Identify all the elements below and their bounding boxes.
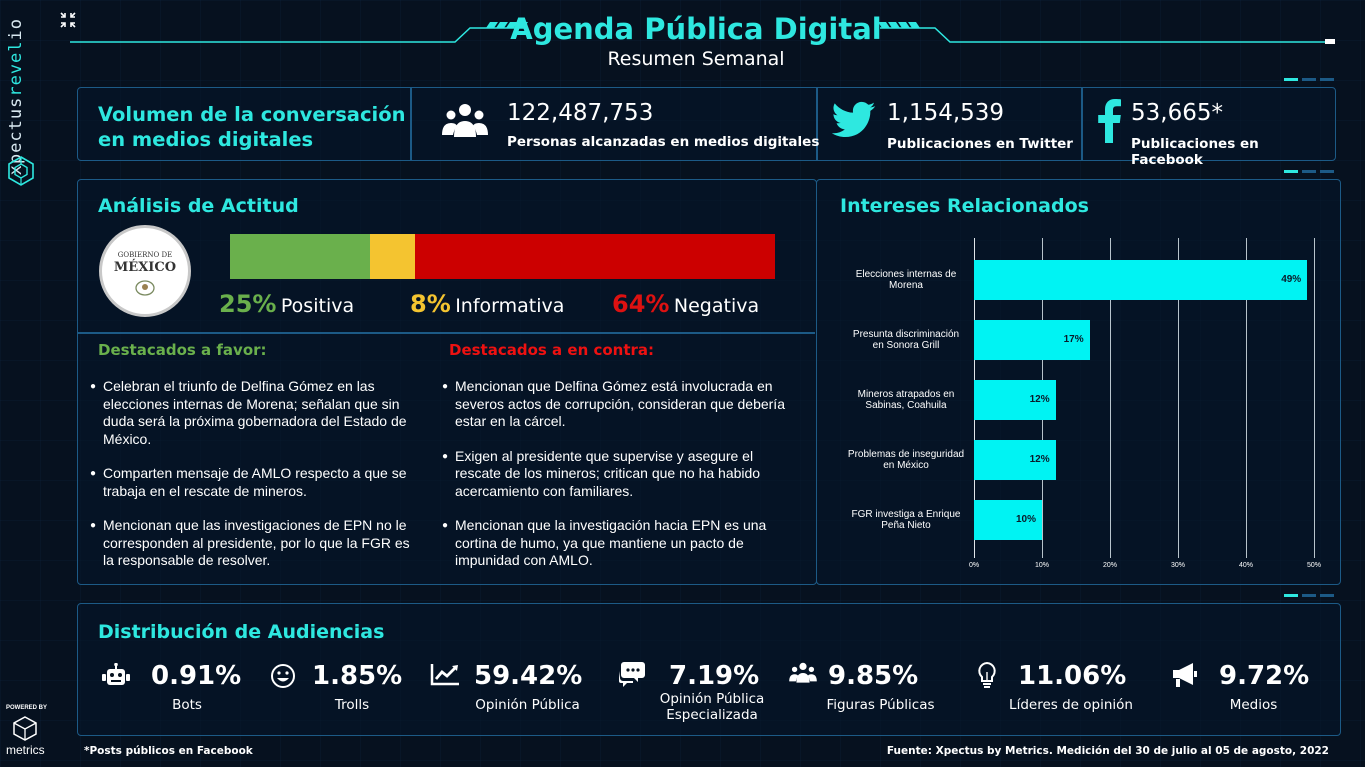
bar-value-label: 49%	[1281, 274, 1302, 285]
gridline	[1314, 238, 1315, 558]
contra-list: Mencionan que Delfina Gómez está involuc…	[442, 378, 787, 587]
tick-label: 20%	[1102, 562, 1118, 569]
audience-value: 9.85%	[828, 661, 919, 691]
megaphone-icon	[1173, 663, 1197, 687]
page-title: Agenda Pública Digital	[510, 12, 882, 46]
robot-icon	[102, 663, 130, 685]
favor-title: Destacados a favor:	[98, 341, 267, 359]
twitter-label: Publicaciones en Twitter	[887, 136, 1073, 152]
footer-note: *Posts públicos en Facebook	[84, 745, 253, 757]
audience-label: Opinión Pública Especializada	[659, 691, 765, 723]
audience-label: Trolls	[334, 697, 370, 713]
category-label: Presunta discriminación en Sonora Grill	[852, 329, 960, 351]
reach-label: Personas alcanzadas en medios digitales	[507, 134, 820, 150]
hexagon-cube-icon	[8, 156, 34, 186]
list-item: Mencionan que Delfina Gómez está involuc…	[442, 378, 787, 431]
gridline	[1178, 238, 1179, 558]
twitter-value: 1,154,539	[887, 100, 1005, 126]
audience-title: Distribución de Audiencias	[98, 621, 385, 643]
facebook-label: Publicaciones en Facebook	[1131, 136, 1259, 168]
audience-value: 59.42%	[474, 661, 583, 691]
interest-bar	[974, 500, 1042, 540]
sidebar: xpectusrevelio POWERED BY metrics	[0, 0, 56, 767]
metrics-cube-icon	[13, 716, 37, 741]
interests-bar-chart: 0% 10% 20% 30% 40% 50% 49% Elecciones internas …	[817, 180, 1342, 586]
twitter-bird-icon	[832, 101, 876, 138]
deco-dashes	[1284, 594, 1336, 597]
category-label: FGR investiga a Enrique Peña Nieto	[851, 509, 961, 531]
category-label: Mineros atrapados en Sabinas, Coahuila	[857, 389, 955, 411]
positive-stat: 25% Positiva	[219, 290, 355, 318]
volume-panel: Volumen de la conversación en medios dig…	[77, 87, 1336, 168]
audience-value: 7.19%	[669, 661, 760, 691]
lightbulb-icon	[978, 661, 996, 688]
smiley-face-icon	[271, 664, 295, 688]
category-label: Problemas de inseguridad en México	[847, 449, 965, 471]
bar-value-label: 12%	[1029, 394, 1050, 405]
list-item: Mencionan que las investigaciones de EPN…	[90, 517, 412, 570]
negative-stat: 64% Negativa	[612, 290, 760, 318]
deco-dashes	[1284, 78, 1336, 81]
list-item: Celebran el triunfo de Delfina Gómez en …	[90, 378, 412, 448]
bar-value-label: 10%	[1016, 514, 1037, 525]
tick-label: 50%	[1306, 562, 1322, 569]
interests-title: Intereses Relacionados	[840, 195, 1089, 217]
category-label: Elecciones internas de Morena	[855, 269, 957, 291]
interest-bar	[974, 260, 1308, 300]
people-group-icon	[789, 662, 817, 683]
audience-panel: Distribución de Audiencias 0.91% Bots 1.…	[77, 603, 1341, 736]
tick-label: 40%	[1238, 562, 1254, 569]
footer-source: Fuente: Xpectus by Metrics. Medición del…	[886, 745, 1329, 757]
attitude-panel: Análisis de Actitud GOBIERNO DE MÉXICO 2…	[77, 179, 817, 585]
facebook-value: 53,665*	[1131, 100, 1223, 126]
gridline	[1246, 238, 1247, 558]
interest-bar	[974, 440, 1056, 480]
positive-segment	[230, 234, 371, 279]
audience-label: Líderes de opinión	[1009, 697, 1133, 713]
audience-value: 1.85%	[312, 661, 403, 691]
volume-title: Volumen de la conversación en medios dig…	[98, 103, 406, 151]
deco-dashes	[1284, 170, 1336, 173]
powered-by-label: POWERED BY	[6, 705, 48, 711]
audience-value: 9.72%	[1219, 661, 1310, 691]
informative-segment	[370, 234, 416, 279]
header-frame	[70, 22, 1335, 44]
page-subtitle: Resumen Semanal	[607, 48, 785, 70]
audience-label: Opinión Pública	[475, 697, 580, 713]
gobierno-mexico-logo: GOBIERNO DE MÉXICO	[99, 225, 191, 317]
people-group-icon	[442, 104, 488, 137]
favor-list: Celebran el triunfo de Delfina Gómez en …	[90, 378, 412, 587]
chat-bubbles-icon	[619, 662, 645, 687]
interest-bar	[974, 380, 1056, 420]
audience-label: Figuras Públicas	[826, 697, 935, 713]
attitude-title: Análisis de Actitud	[98, 195, 299, 217]
informative-stat: 8% Informativa	[410, 290, 565, 318]
tick-label: 0%	[968, 562, 980, 569]
contra-title: Destacados a en contra:	[449, 341, 655, 359]
interest-bar	[974, 320, 1090, 360]
collapse-icon[interactable]	[60, 12, 76, 28]
divider	[78, 332, 815, 334]
reach-value: 122,487,753	[507, 100, 654, 126]
tick-label: 10%	[1034, 562, 1050, 569]
trend-chart-icon	[430, 664, 459, 686]
gridline	[1110, 238, 1111, 558]
audience-label: Medios	[1229, 697, 1278, 713]
facebook-f-icon	[1098, 99, 1121, 143]
list-item: Exigen al presidente que supervise y ase…	[442, 448, 787, 501]
interests-panel: Intereses Relacionados 0% 10% 20% 30% 40% 50%…	[816, 179, 1341, 585]
bar-value-label: 12%	[1029, 454, 1050, 465]
audience-label: Bots	[172, 697, 202, 713]
bar-value-label: 17%	[1063, 334, 1084, 345]
attitude-stacked-bar	[230, 234, 775, 279]
metrics-label: metrics	[6, 743, 45, 757]
eagle-emblem-icon	[135, 280, 155, 296]
audience-value: 11.06%	[1018, 661, 1127, 691]
tick-label: 30%	[1170, 562, 1186, 569]
list-item: Comparten mensaje de AMLO respecto a que…	[90, 465, 412, 500]
negative-segment	[415, 234, 775, 279]
audience-value: 0.91%	[151, 661, 242, 691]
list-item: Mencionan que la investigación hacia EPN…	[442, 517, 787, 570]
